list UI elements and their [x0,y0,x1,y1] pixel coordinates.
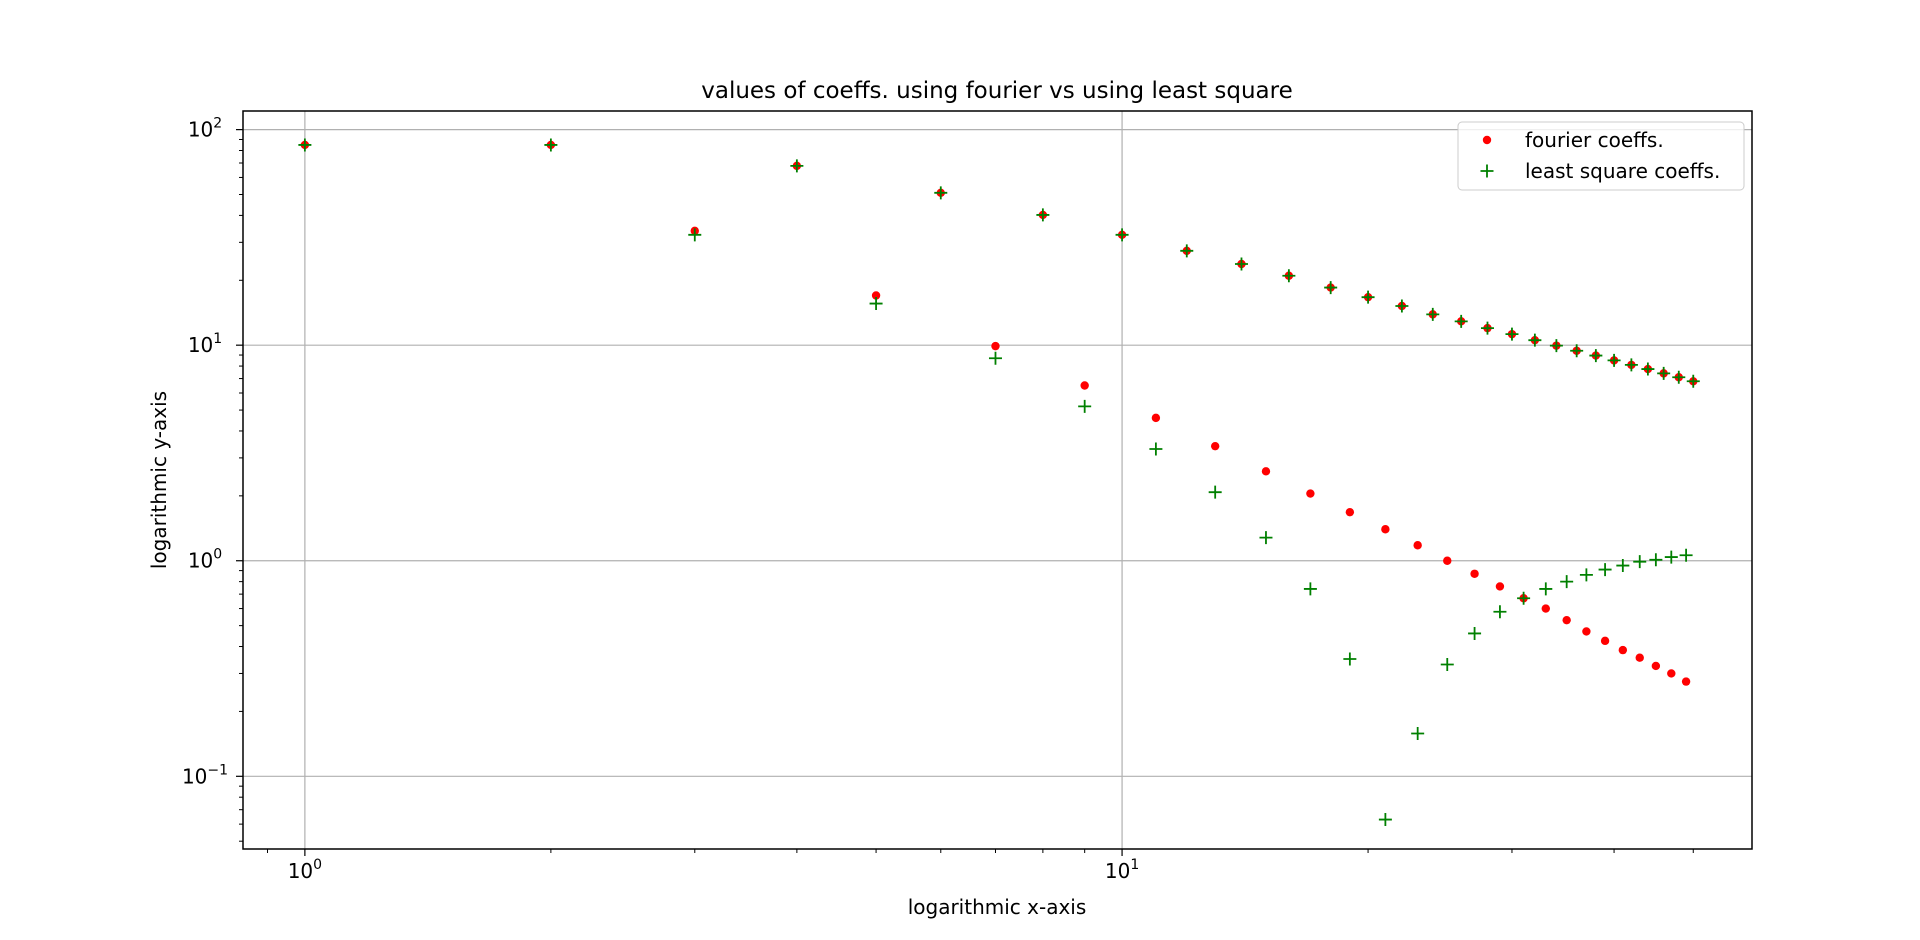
legend: fourier coeffs. least square coeffs. [1457,121,1745,191]
fourier-point [1635,653,1644,662]
least-square-point [790,159,804,173]
least-square-point [1633,555,1647,569]
least-square-point [1549,339,1563,353]
least-square-point [1426,307,1440,321]
y-tick-label: 102 [188,116,222,142]
fourier-point [1495,582,1505,591]
data-points [298,138,1700,827]
least-square-point [1649,553,1663,567]
least-square-point [1616,559,1630,573]
fourier-point [1381,525,1390,534]
legend-box [1457,121,1745,191]
least-square-point [1411,726,1425,740]
least-square-point [1560,575,1574,589]
least-square-point [1440,658,1454,672]
fourier-point [1651,661,1661,671]
fourier-point [1443,556,1452,565]
fourier-point [1562,615,1571,625]
fourier-point [1210,441,1220,451]
least-square-point [1454,314,1468,328]
y-tick-label: 10−1 [182,762,228,788]
least-square-point [1686,374,1700,388]
least-square-point [1343,652,1357,666]
least-square-point [1208,485,1222,499]
least-square-point [869,297,883,311]
plot-frame [242,110,1753,850]
series-2 [298,138,1700,827]
least-square-point [1234,257,1248,271]
least-square-point [1480,321,1494,335]
least-square-point [1657,366,1671,380]
fourier-point [991,341,1000,351]
fourier-point [1600,636,1610,646]
least-square-point [1324,281,1338,295]
fourier-point [1582,627,1591,636]
least-square-point [1361,290,1375,304]
least-square-point [1664,550,1678,564]
legend-label: fourier coeffs. [1525,128,1664,152]
y-axis-label: logarithmic y-axis [147,391,171,569]
fourier-point [1470,569,1479,578]
least-square-point [1303,582,1317,596]
least-square-point [1570,344,1584,358]
least-square-point [1493,605,1507,619]
x-tick-label: 100 [288,857,322,883]
least-square-point [1607,353,1621,367]
least-square-point [1624,358,1638,372]
least-square-point [1078,399,1092,413]
fourier-point [1345,507,1355,517]
chart-title: values of coeffs. using fourier vs using… [701,78,1293,104]
least-square-point [1505,327,1519,341]
least-square-point [688,228,702,242]
least-square-point [1395,299,1409,313]
least-square-point [1679,548,1693,562]
least-square-point [544,138,558,152]
y-tick-label: 101 [188,331,222,357]
x-axis-label: logarithmic x-axis [908,895,1087,919]
least-square-point [1149,442,1163,456]
least-square-point [934,186,948,200]
least-square-point [1579,568,1593,582]
fourier-point [871,291,881,300]
fourier-point [1413,541,1422,550]
least-square-point [1517,591,1531,605]
fourier-point [1681,677,1691,686]
fourier-point [1151,413,1161,423]
least-square-point [988,351,1002,365]
least-square-point [1036,208,1050,222]
least-square-point [1641,362,1655,376]
x-tick-label: 101 [1105,857,1139,883]
fourier-point [1261,467,1271,476]
least-square-point [1378,813,1392,827]
legend-marker-fourier [1482,135,1492,145]
fourier-point [1306,489,1315,498]
least-square-point [1528,333,1542,347]
least-square-point [1259,531,1273,545]
least-square-point [1115,228,1129,242]
fourier-point [1667,669,1676,678]
least-square-point [1589,349,1603,363]
least-square-point [1468,626,1482,640]
fourier-point [1618,645,1628,655]
least-square-point [1598,563,1612,577]
y-tick-label: 100 [188,547,222,573]
ticks: 100 101 10−1 100 101 102 [182,116,1694,883]
fourier-point [1080,381,1089,390]
least-square-point [1180,244,1194,258]
least-square-point [298,138,312,152]
legend-marker-least-square [1480,164,1494,178]
fourier-point [1541,604,1550,613]
least-square-point [1539,582,1553,596]
least-square-point [1282,269,1296,283]
legend-label: least square coeffs. [1525,159,1720,183]
least-square-point [1672,370,1686,384]
